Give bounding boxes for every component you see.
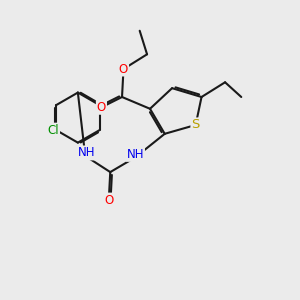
Text: NH: NH (127, 148, 144, 161)
Text: O: O (119, 62, 128, 76)
Text: O: O (104, 194, 113, 207)
Text: Cl: Cl (47, 124, 59, 136)
Text: NH: NH (78, 146, 95, 159)
Text: O: O (97, 101, 106, 114)
Text: S: S (191, 118, 200, 131)
